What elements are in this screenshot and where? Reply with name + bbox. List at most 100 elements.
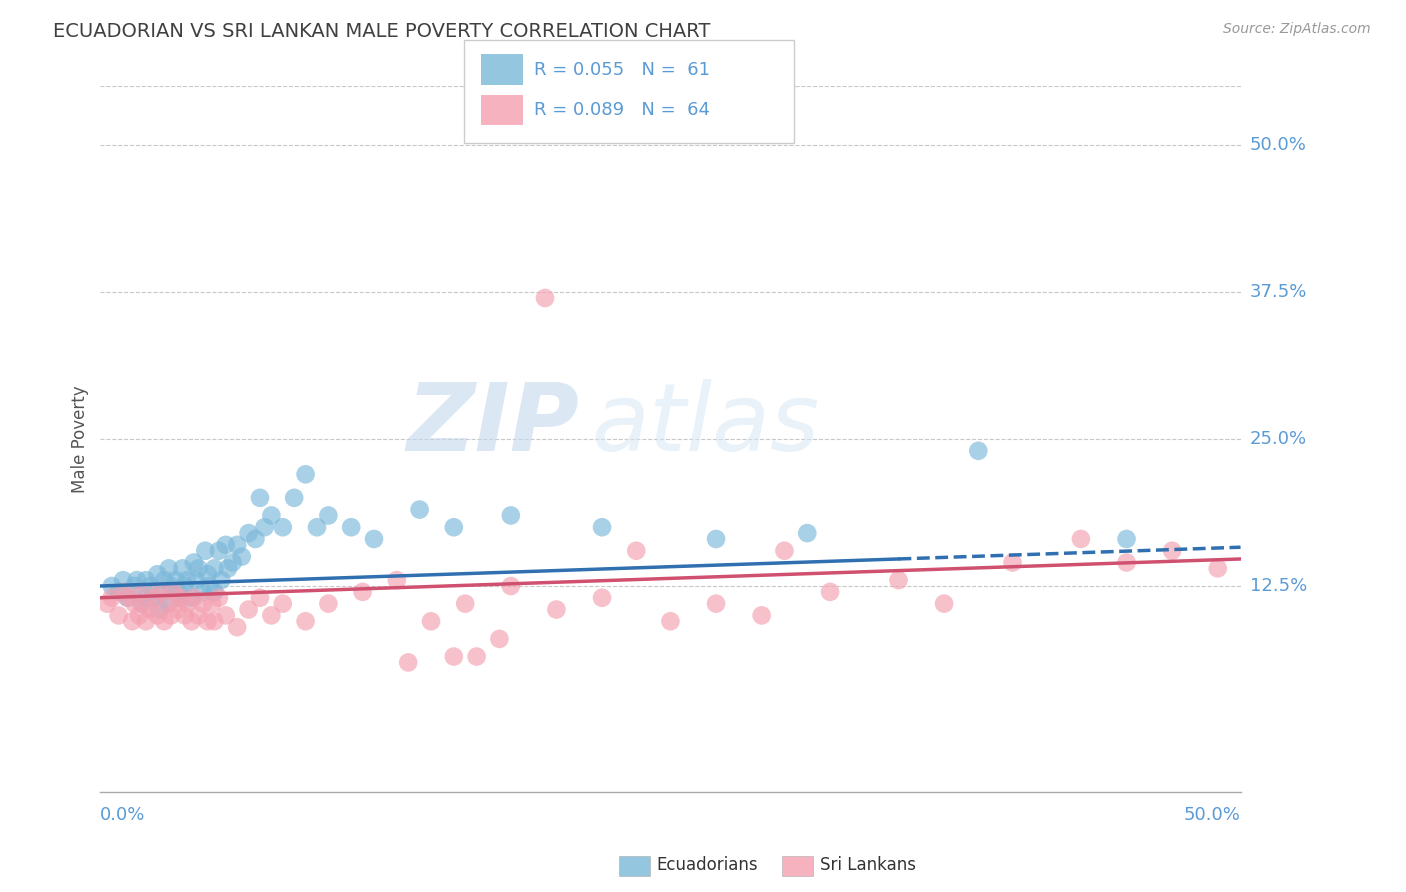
Point (226, 620, 249, 634)
Point (153, 573, 176, 587)
Point (420, 614, 443, 628)
Point (176, 597, 198, 611)
Point (135, 614, 157, 628)
Point (100, 579, 122, 593)
Point (231, 549, 253, 564)
Text: 12.5%: 12.5% (1250, 577, 1308, 595)
Point (443, 649, 465, 664)
Point (165, 573, 187, 587)
Point (208, 543, 231, 558)
Point (121, 614, 143, 628)
Point (1115, 532, 1137, 546)
Point (591, 520, 613, 534)
Point (796, 526, 818, 541)
Point (173, 579, 195, 593)
Point (818, 585, 841, 599)
Point (751, 608, 773, 623)
Point (626, 543, 648, 558)
Point (162, 585, 184, 599)
Y-axis label: Male Poverty: Male Poverty (72, 385, 89, 493)
Point (112, 585, 135, 599)
Text: R = 0.089   N =  64: R = 0.089 N = 64 (534, 101, 710, 119)
Point (773, 543, 796, 558)
Point (183, 556, 205, 570)
Point (125, 573, 148, 587)
Point (932, 597, 955, 611)
Point (465, 649, 488, 664)
Point (238, 526, 260, 541)
Point (221, 556, 243, 570)
Point (146, 608, 169, 623)
Point (143, 591, 166, 605)
Point (124, 597, 146, 611)
Point (149, 602, 172, 616)
Point (967, 443, 990, 458)
Point (215, 608, 238, 623)
Point (107, 608, 129, 623)
Point (128, 608, 150, 623)
Point (704, 532, 727, 546)
Point (117, 591, 139, 605)
Point (294, 614, 316, 628)
Point (157, 597, 180, 611)
Point (184, 573, 207, 587)
Text: 37.5%: 37.5% (1250, 283, 1308, 301)
Point (1161, 543, 1184, 558)
Point (546, 602, 568, 616)
Point (167, 585, 190, 599)
Text: 0.0%: 0.0% (100, 805, 146, 824)
Point (454, 597, 477, 611)
Point (197, 567, 219, 582)
Point (191, 597, 214, 611)
Point (172, 561, 194, 575)
Point (135, 573, 157, 587)
Point (124, 579, 146, 593)
Point (160, 579, 183, 593)
Point (887, 573, 910, 587)
Point (202, 561, 225, 575)
Point (238, 602, 260, 616)
Point (704, 597, 727, 611)
Point (305, 520, 328, 534)
Point (1206, 561, 1229, 575)
Text: Ecuadorians: Ecuadorians (657, 856, 758, 874)
Point (187, 608, 209, 623)
Point (100, 591, 122, 605)
Point (226, 538, 249, 552)
Point (340, 520, 363, 534)
Point (534, 291, 557, 305)
Point (488, 632, 510, 646)
Point (173, 608, 195, 623)
Point (253, 520, 276, 534)
Point (198, 579, 221, 593)
Point (294, 467, 316, 482)
Point (160, 608, 183, 623)
Point (153, 614, 176, 628)
Point (499, 508, 522, 523)
Point (260, 508, 283, 523)
Point (1001, 556, 1024, 570)
Point (1070, 532, 1092, 546)
Point (197, 614, 219, 628)
Text: 50.0%: 50.0% (1250, 136, 1306, 154)
Point (142, 591, 165, 605)
Text: R = 0.055   N =  61: R = 0.055 N = 61 (534, 61, 710, 78)
Point (443, 520, 465, 534)
Text: Sri Lankans: Sri Lankans (820, 856, 915, 874)
Point (169, 591, 191, 605)
Text: atlas: atlas (591, 379, 818, 470)
Point (245, 532, 267, 546)
Point (139, 602, 162, 616)
Point (132, 597, 155, 611)
Point (135, 591, 157, 605)
Point (191, 585, 214, 599)
Text: Source: ZipAtlas.com: Source: ZipAtlas.com (1223, 22, 1371, 37)
Point (271, 597, 294, 611)
Point (180, 591, 202, 605)
Point (131, 585, 153, 599)
Point (131, 597, 153, 611)
Text: 50.0%: 50.0% (1184, 805, 1240, 824)
Point (249, 591, 271, 605)
Point (659, 614, 682, 628)
Point (96, 597, 118, 611)
